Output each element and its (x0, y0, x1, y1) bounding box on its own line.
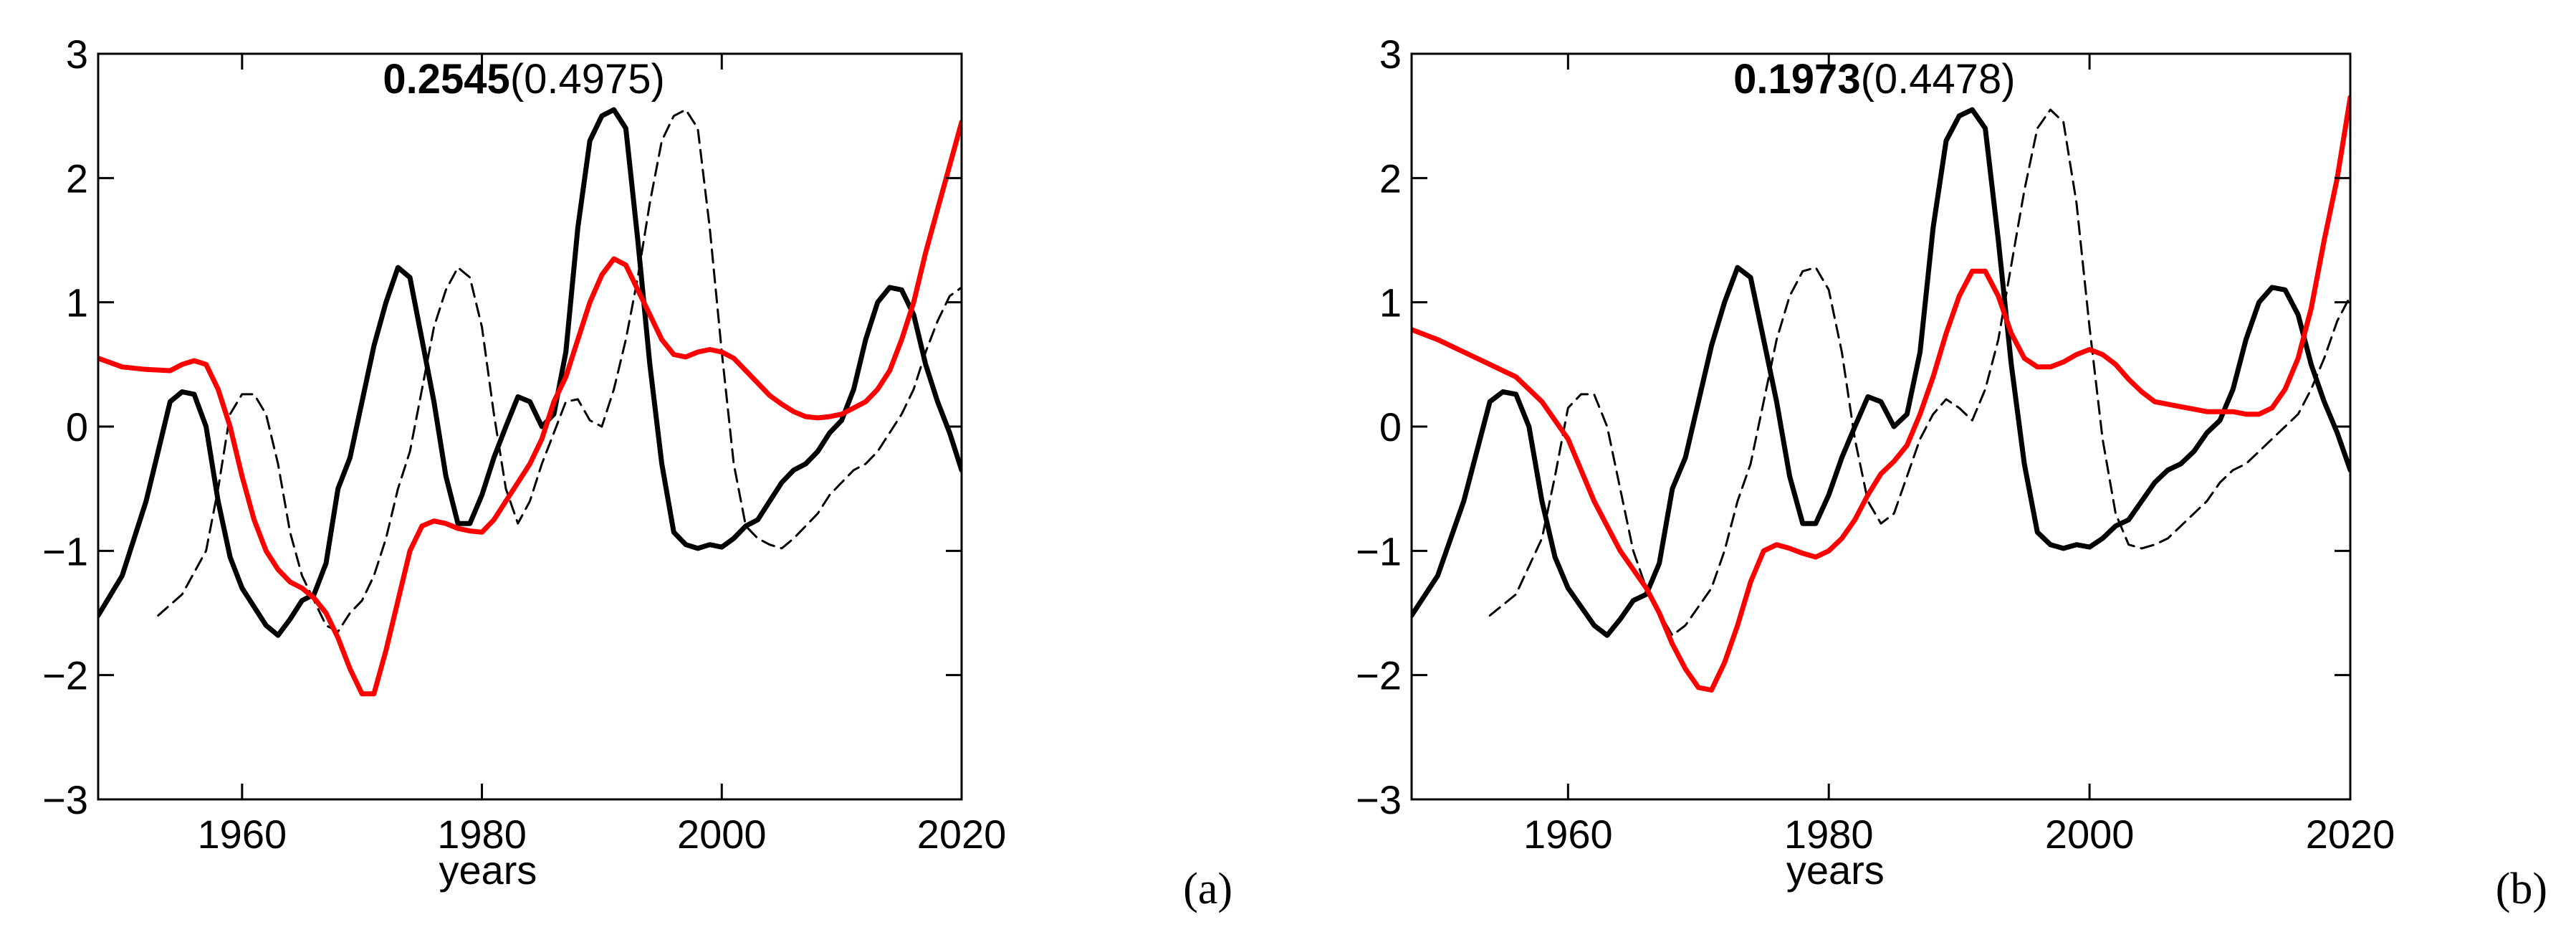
chart-title: 0.2545(0.4975) (383, 56, 664, 103)
series-line-black-dashed (1488, 108, 2350, 637)
x-tick-label: 2000 (677, 812, 767, 857)
series-line-red (1412, 95, 2350, 693)
panel-label: (b) (2496, 865, 2547, 913)
chart-title-bold: 0.2545 (383, 56, 509, 103)
chart-title-normal: (0.4975) (510, 56, 665, 103)
y-tick-label: 3 (66, 32, 88, 77)
y-tick-label: 1 (66, 280, 88, 325)
chart-title-normal: (0.4478) (1861, 56, 2016, 103)
x-axis-label: years (1786, 847, 1885, 893)
x-tick-label: 1960 (198, 812, 287, 857)
x-axis-label: years (439, 847, 537, 893)
plot-frame (1410, 52, 2352, 801)
y-tick-label: 2 (66, 156, 88, 201)
series-group (1412, 95, 2350, 693)
x-tick-label: 2020 (917, 812, 1007, 857)
y-tick-label: 2 (1379, 156, 1402, 201)
x-tick-label: 1980 (1784, 812, 1874, 857)
x-tick-label: 2020 (2306, 812, 2395, 857)
series-line-red (98, 119, 962, 697)
y-tick-label: 1 (1379, 280, 1402, 325)
chart-title-bold: 0.1973 (1733, 56, 1860, 103)
y-tick-label: −3 (1356, 777, 1402, 822)
y-tick-label: −1 (1356, 528, 1402, 574)
y-tick-label: −2 (1356, 653, 1402, 698)
series-line-black-solid (98, 107, 962, 638)
chart-title: 0.1973(0.4478) (1733, 56, 2015, 103)
y-tick-label: −1 (42, 528, 88, 574)
y-tick-label: 3 (1379, 32, 1402, 77)
y-tick-label: −3 (42, 777, 88, 822)
y-tick-label: −2 (42, 653, 88, 698)
series-line-black-solid (1412, 107, 2350, 638)
y-tick-label: 0 (66, 404, 88, 450)
x-tick-label: 1980 (437, 812, 527, 857)
x-tick-label: 1960 (1523, 812, 1613, 857)
series-group (98, 107, 962, 697)
chart-panel-b: −3 −2 −1 0 1 2 3 1960 1980 2000 2020 years 0.1973(0.… (1356, 32, 2547, 913)
x-tick-label: 2000 (2045, 812, 2135, 857)
chart-panel-a: −3 −2 −1 0 1 2 3 1960 1980 2000 2020 years 0.2545(0.… (42, 32, 1232, 913)
y-tick-label: 0 (1379, 404, 1402, 450)
panel-label: (a) (1183, 865, 1232, 913)
